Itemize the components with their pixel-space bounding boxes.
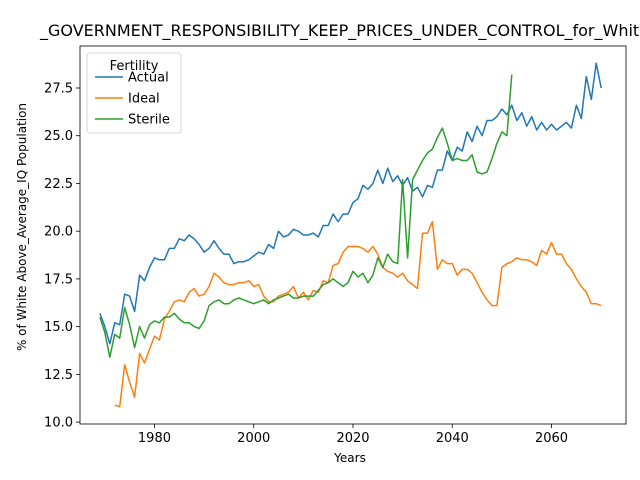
- x-tick-label: 1980: [138, 431, 171, 446]
- y-tick-label: 20.0: [44, 225, 73, 240]
- plot-area: 1980 2000 2020 2040 2060 10.0 12.5 15.0 17.5 20.0…: [44, 45, 627, 446]
- x-tick-label: 2060: [535, 431, 568, 446]
- y-tick-label: 25.0: [44, 129, 73, 144]
- series-line-actual: [99, 62, 602, 345]
- y-tick-label: 27.5: [44, 82, 73, 97]
- series-line-sterile: [99, 74, 513, 358]
- y-tick-label: 15.0: [44, 320, 73, 335]
- x-tick-label: 2020: [336, 431, 369, 446]
- legend-box: [86, 52, 182, 134]
- legend-entry-actual: Actual: [128, 71, 169, 86]
- series-line-ideal: [114, 220, 602, 408]
- x-tick-label: 2040: [436, 431, 469, 446]
- chart-title: _GOVERNMENT_RESPONSIBILITY_KEEP_PRICES_U…: [39, 21, 640, 41]
- y-tick-label: 17.5: [44, 272, 73, 287]
- y-axis-label: % of White Above_Average_IQ Population: [15, 103, 29, 351]
- legend-title: Fertility: [110, 59, 159, 74]
- y-tick-label: 10.0: [44, 416, 73, 431]
- legend-entry-ideal: Ideal: [128, 92, 160, 107]
- legend-entry-sterile: Sterile: [128, 113, 170, 128]
- x-axis-label: Years: [333, 451, 366, 465]
- x-tick-label: 2000: [237, 431, 270, 446]
- y-tick-label: 12.5: [44, 368, 73, 383]
- y-tick-label: 22.5: [44, 177, 73, 192]
